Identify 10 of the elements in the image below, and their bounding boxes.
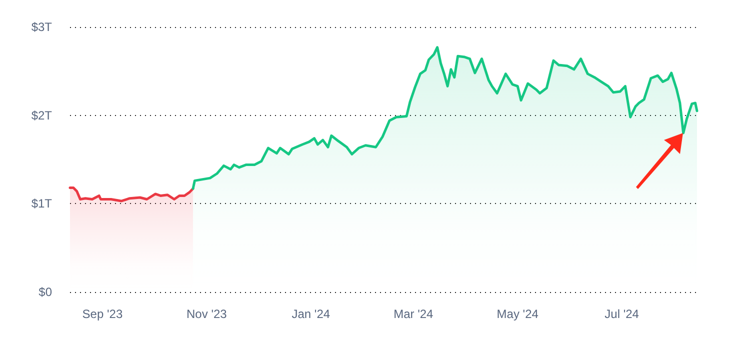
x-tick-label: Jul '24 [604,307,640,321]
x-tick-label: Sep '23 [82,307,123,321]
x-tick-label: Jan '24 [292,307,330,321]
y-tick-label: $2T [31,108,53,122]
x-tick-label: Nov '23 [186,307,228,321]
x-tick-label: Mar '24 [394,307,434,321]
y-tick-label: $1T [31,196,53,211]
x-tick-label: May '24 [496,307,539,321]
y-tick-label: $3T [31,20,53,34]
y-tick-label: $0 [38,285,52,299]
